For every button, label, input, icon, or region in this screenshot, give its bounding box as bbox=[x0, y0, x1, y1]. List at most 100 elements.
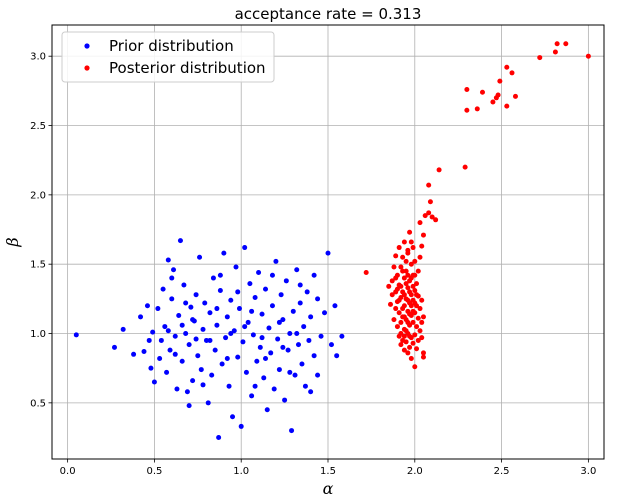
posterior-point-97 bbox=[417, 306, 423, 312]
posterior-point-93 bbox=[415, 315, 421, 321]
posterior-point-119 bbox=[400, 268, 406, 274]
posterior-point-122 bbox=[414, 292, 420, 298]
prior-point-104 bbox=[334, 353, 340, 359]
prior-point-58 bbox=[240, 339, 246, 345]
posterior-point-86 bbox=[412, 288, 418, 294]
prior-point-73 bbox=[266, 325, 272, 331]
prior-point-128 bbox=[297, 282, 303, 288]
prior-point-70 bbox=[261, 375, 267, 381]
posterior-point-96 bbox=[417, 328, 423, 334]
prior-point-40 bbox=[209, 372, 215, 378]
prior-point-2 bbox=[120, 326, 126, 332]
posterior-point-88 bbox=[414, 346, 420, 352]
prior-point-44 bbox=[216, 435, 222, 441]
posterior-point-57 bbox=[401, 275, 407, 281]
posterior-point-89 bbox=[414, 324, 420, 330]
prior-point-10 bbox=[155, 306, 161, 312]
posterior-point-109 bbox=[405, 297, 411, 303]
prior-point-38 bbox=[205, 400, 211, 406]
posterior-point-121 bbox=[410, 308, 416, 314]
prior-point-109 bbox=[242, 324, 248, 330]
prior-point-125 bbox=[249, 308, 255, 314]
posterior-point-29 bbox=[363, 270, 369, 275]
prior-point-136 bbox=[169, 275, 175, 281]
y-tick-label-0: 0.5 bbox=[30, 398, 46, 409]
prior-point-117 bbox=[252, 383, 258, 389]
legend-marker-prior bbox=[84, 43, 90, 49]
prior-point-22 bbox=[177, 238, 183, 244]
prior-point-60 bbox=[243, 369, 249, 375]
y-tick-label-5: 3.0 bbox=[30, 52, 46, 63]
y-tick-label-4: 2.5 bbox=[30, 121, 46, 132]
prior-point-82 bbox=[282, 397, 288, 403]
posterior-point-124 bbox=[407, 333, 413, 339]
posterior-point-106 bbox=[407, 311, 413, 317]
posterior-point-31 bbox=[387, 301, 393, 307]
posterior-point-20 bbox=[429, 214, 435, 220]
prior-point-50 bbox=[226, 383, 232, 389]
prior-point-87 bbox=[290, 308, 296, 314]
posterior-point-66 bbox=[405, 285, 411, 291]
posterior-point-59 bbox=[403, 339, 409, 345]
prior-point-90 bbox=[295, 342, 301, 348]
prior-point-20 bbox=[174, 386, 180, 392]
posterior-point-7 bbox=[504, 64, 510, 70]
posterior-point-33 bbox=[389, 278, 395, 284]
prior-point-0 bbox=[73, 332, 79, 338]
prior-point-35 bbox=[200, 326, 206, 332]
data-points bbox=[73, 41, 591, 441]
posterior-point-22 bbox=[426, 210, 432, 216]
posterior-point-120 bbox=[407, 289, 413, 295]
posterior-point-92 bbox=[415, 337, 421, 343]
prior-point-110 bbox=[259, 335, 265, 341]
prior-point-4 bbox=[138, 314, 144, 320]
prior-point-132 bbox=[339, 333, 345, 339]
prior-point-80 bbox=[278, 292, 284, 298]
posterior-point-110 bbox=[408, 303, 414, 309]
prior-point-81 bbox=[280, 317, 286, 323]
prior-point-61 bbox=[245, 319, 251, 325]
posterior-point-9 bbox=[497, 78, 503, 84]
axis-ticks: 0.0 0.5 1.0 1.5 2.0 2.5 3.0 0.5 1.0 1.5 2.0 2.5 3.0 bbox=[30, 52, 596, 477]
prior-point-94 bbox=[302, 383, 308, 389]
prior-point-46 bbox=[219, 361, 225, 367]
prior-point-47 bbox=[221, 250, 227, 256]
grid bbox=[52, 25, 604, 459]
prior-point-78 bbox=[275, 336, 281, 342]
prior-point-72 bbox=[264, 407, 270, 413]
posterior-point-0 bbox=[585, 53, 591, 59]
posterior-point-118 bbox=[403, 258, 409, 264]
posterior-point-83 bbox=[412, 364, 418, 370]
prior-point-63 bbox=[249, 393, 255, 399]
prior-point-102 bbox=[325, 250, 331, 256]
prior-point-123 bbox=[214, 306, 220, 312]
posterior-point-45 bbox=[396, 245, 402, 251]
prior-point-51 bbox=[228, 297, 234, 303]
posterior-point-36 bbox=[393, 306, 399, 312]
prior-point-11 bbox=[157, 355, 163, 361]
prior-point-84 bbox=[285, 347, 291, 353]
prior-point-52 bbox=[230, 414, 236, 420]
prior-point-108 bbox=[224, 355, 230, 361]
posterior-point-91 bbox=[414, 281, 420, 287]
x-tick-label-0: 0.0 bbox=[60, 466, 76, 477]
prior-point-134 bbox=[311, 272, 317, 278]
posterior-point-26 bbox=[419, 243, 425, 249]
posterior-point-123 bbox=[403, 328, 409, 334]
prior-point-118 bbox=[269, 272, 275, 278]
prior-point-86 bbox=[289, 428, 295, 434]
posterior-point-104 bbox=[400, 306, 406, 312]
posterior-point-111 bbox=[398, 283, 404, 289]
posterior-point-101 bbox=[420, 350, 426, 356]
posterior-point-32 bbox=[389, 292, 395, 298]
posterior-point-98 bbox=[419, 335, 425, 341]
posterior-point-79 bbox=[410, 319, 416, 325]
prior-point-67 bbox=[256, 270, 262, 275]
posterior-point-87 bbox=[412, 258, 418, 264]
posterior-point-25 bbox=[420, 232, 426, 238]
posterior-point-73 bbox=[408, 355, 414, 361]
prior-point-119 bbox=[287, 369, 293, 375]
prior-point-83 bbox=[283, 278, 289, 284]
posterior-point-58 bbox=[401, 239, 407, 245]
